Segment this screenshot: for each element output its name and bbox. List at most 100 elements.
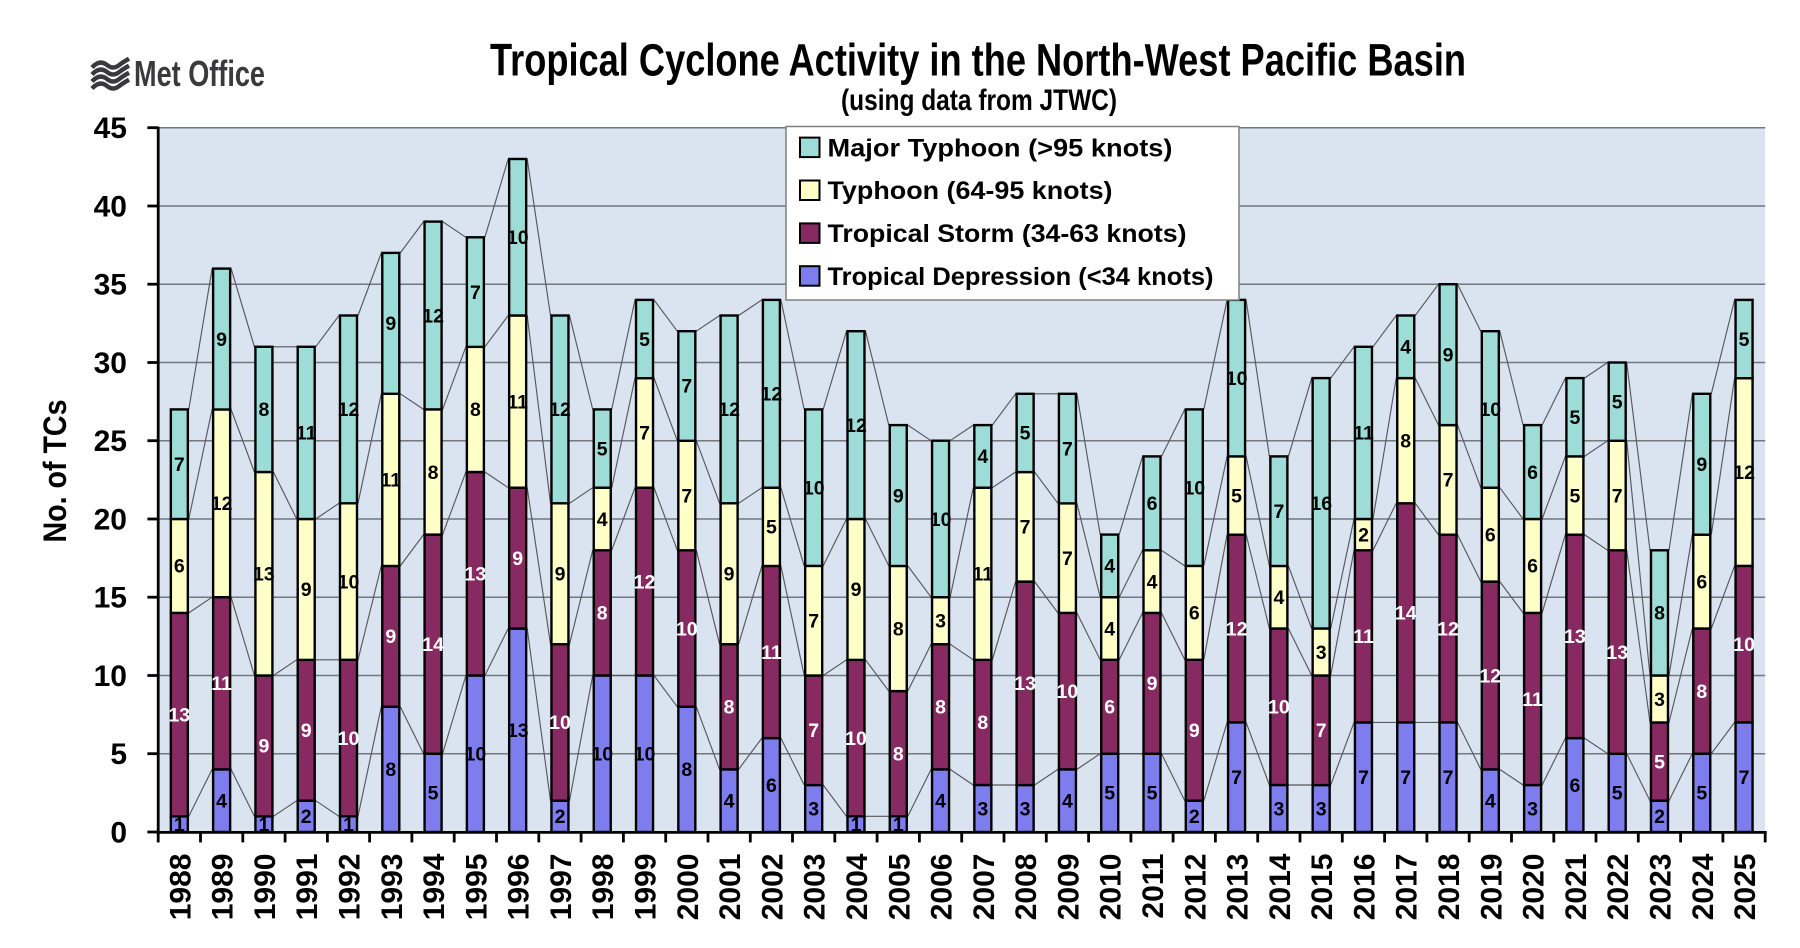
svg-text:10: 10 <box>803 478 825 500</box>
svg-text:6: 6 <box>766 775 777 797</box>
svg-text:4: 4 <box>216 791 227 813</box>
svg-text:10: 10 <box>634 744 656 766</box>
svg-text:2: 2 <box>301 806 312 828</box>
svg-text:45: 45 <box>94 112 127 145</box>
svg-text:2000: 2000 <box>672 854 705 921</box>
svg-text:1991: 1991 <box>291 854 324 921</box>
svg-text:2: 2 <box>1189 806 1200 828</box>
svg-text:7: 7 <box>1358 767 1369 789</box>
svg-text:10: 10 <box>845 728 867 750</box>
svg-text:(using data from JTWC): (using data from JTWC) <box>841 84 1117 117</box>
svg-text:10: 10 <box>1268 697 1290 719</box>
svg-text:2003: 2003 <box>799 854 832 921</box>
svg-text:10: 10 <box>94 660 127 693</box>
svg-text:Met Office: Met Office <box>134 53 265 94</box>
svg-text:10: 10 <box>1733 634 1755 656</box>
svg-text:12: 12 <box>1226 618 1248 640</box>
svg-text:5: 5 <box>110 738 127 771</box>
svg-text:7: 7 <box>1273 501 1284 523</box>
svg-text:12: 12 <box>761 384 783 406</box>
svg-text:2014: 2014 <box>1264 853 1297 920</box>
svg-text:2025: 2025 <box>1729 854 1762 921</box>
svg-text:9: 9 <box>258 736 269 758</box>
svg-text:5: 5 <box>1612 783 1623 805</box>
svg-text:7: 7 <box>681 376 692 398</box>
svg-text:3: 3 <box>1316 798 1327 820</box>
svg-text:11: 11 <box>1353 423 1374 445</box>
svg-text:5: 5 <box>1020 423 1031 445</box>
svg-text:1: 1 <box>893 814 904 836</box>
svg-text:9: 9 <box>1189 720 1200 742</box>
svg-text:8: 8 <box>1400 431 1411 453</box>
svg-text:9: 9 <box>555 564 566 586</box>
svg-text:7: 7 <box>1062 438 1073 460</box>
svg-text:9: 9 <box>724 564 735 586</box>
svg-text:8: 8 <box>1654 603 1665 625</box>
svg-text:10: 10 <box>465 744 487 766</box>
svg-text:14: 14 <box>422 634 444 656</box>
svg-text:2: 2 <box>1358 524 1369 546</box>
svg-text:2007: 2007 <box>968 854 1001 921</box>
svg-text:1: 1 <box>343 814 354 836</box>
svg-text:11: 11 <box>761 642 782 664</box>
svg-text:7: 7 <box>808 720 819 742</box>
svg-text:2010: 2010 <box>1095 854 1128 921</box>
svg-text:7: 7 <box>1739 767 1750 789</box>
svg-text:9: 9 <box>385 313 396 335</box>
svg-text:9: 9 <box>216 329 227 351</box>
svg-text:1988: 1988 <box>164 854 197 921</box>
svg-text:Major Typhoon (>95 knots): Major Typhoon (>95 knots) <box>828 134 1173 162</box>
svg-text:8: 8 <box>935 697 946 719</box>
svg-text:6: 6 <box>1104 697 1115 719</box>
svg-text:11: 11 <box>1522 689 1543 711</box>
svg-text:5: 5 <box>639 329 650 351</box>
svg-text:12: 12 <box>845 415 867 437</box>
svg-text:5: 5 <box>1569 407 1580 429</box>
svg-text:9: 9 <box>385 626 396 648</box>
svg-text:5: 5 <box>1147 783 1158 805</box>
svg-text:Tropical Cyclone Activity in t: Tropical Cyclone Activity in the North-W… <box>490 35 1466 86</box>
svg-text:2005: 2005 <box>883 854 916 921</box>
svg-text:30: 30 <box>94 347 127 380</box>
svg-text:8: 8 <box>681 759 692 781</box>
svg-text:9: 9 <box>301 579 312 601</box>
svg-text:6: 6 <box>1485 524 1496 546</box>
svg-text:13: 13 <box>1606 642 1628 664</box>
svg-text:7: 7 <box>1400 767 1411 789</box>
svg-text:6: 6 <box>1696 571 1707 593</box>
svg-text:2017: 2017 <box>1391 854 1424 921</box>
svg-text:13: 13 <box>253 564 275 586</box>
svg-text:14: 14 <box>1395 603 1417 625</box>
svg-text:7: 7 <box>681 485 692 507</box>
svg-text:7: 7 <box>1443 767 1454 789</box>
svg-text:3: 3 <box>1654 689 1665 711</box>
svg-text:2011: 2011 <box>1137 854 1170 919</box>
svg-text:13: 13 <box>507 720 529 742</box>
svg-text:2008: 2008 <box>1010 854 1043 921</box>
svg-text:3: 3 <box>808 798 819 820</box>
svg-text:9: 9 <box>301 720 312 742</box>
svg-text:2020: 2020 <box>1518 854 1551 921</box>
svg-text:7: 7 <box>470 282 481 304</box>
svg-text:9: 9 <box>512 548 523 570</box>
svg-text:25: 25 <box>94 425 127 458</box>
svg-text:6: 6 <box>1189 603 1200 625</box>
svg-text:4: 4 <box>1147 571 1158 593</box>
svg-text:2: 2 <box>1654 806 1665 828</box>
svg-text:9: 9 <box>1443 344 1454 366</box>
svg-text:6: 6 <box>1147 493 1158 515</box>
svg-text:4: 4 <box>977 446 988 468</box>
svg-text:2004: 2004 <box>841 853 874 920</box>
svg-text:2019: 2019 <box>1475 854 1508 921</box>
svg-text:10: 10 <box>1183 478 1205 500</box>
svg-text:5: 5 <box>1696 783 1707 805</box>
svg-text:2024: 2024 <box>1687 853 1720 920</box>
svg-text:7: 7 <box>1020 517 1031 539</box>
svg-text:1994: 1994 <box>418 853 451 920</box>
svg-text:10: 10 <box>338 571 360 593</box>
svg-text:7: 7 <box>1612 485 1623 507</box>
svg-text:7: 7 <box>174 454 185 476</box>
svg-text:2012: 2012 <box>1179 854 1212 921</box>
svg-text:2015: 2015 <box>1306 854 1339 921</box>
svg-text:4: 4 <box>597 509 608 531</box>
